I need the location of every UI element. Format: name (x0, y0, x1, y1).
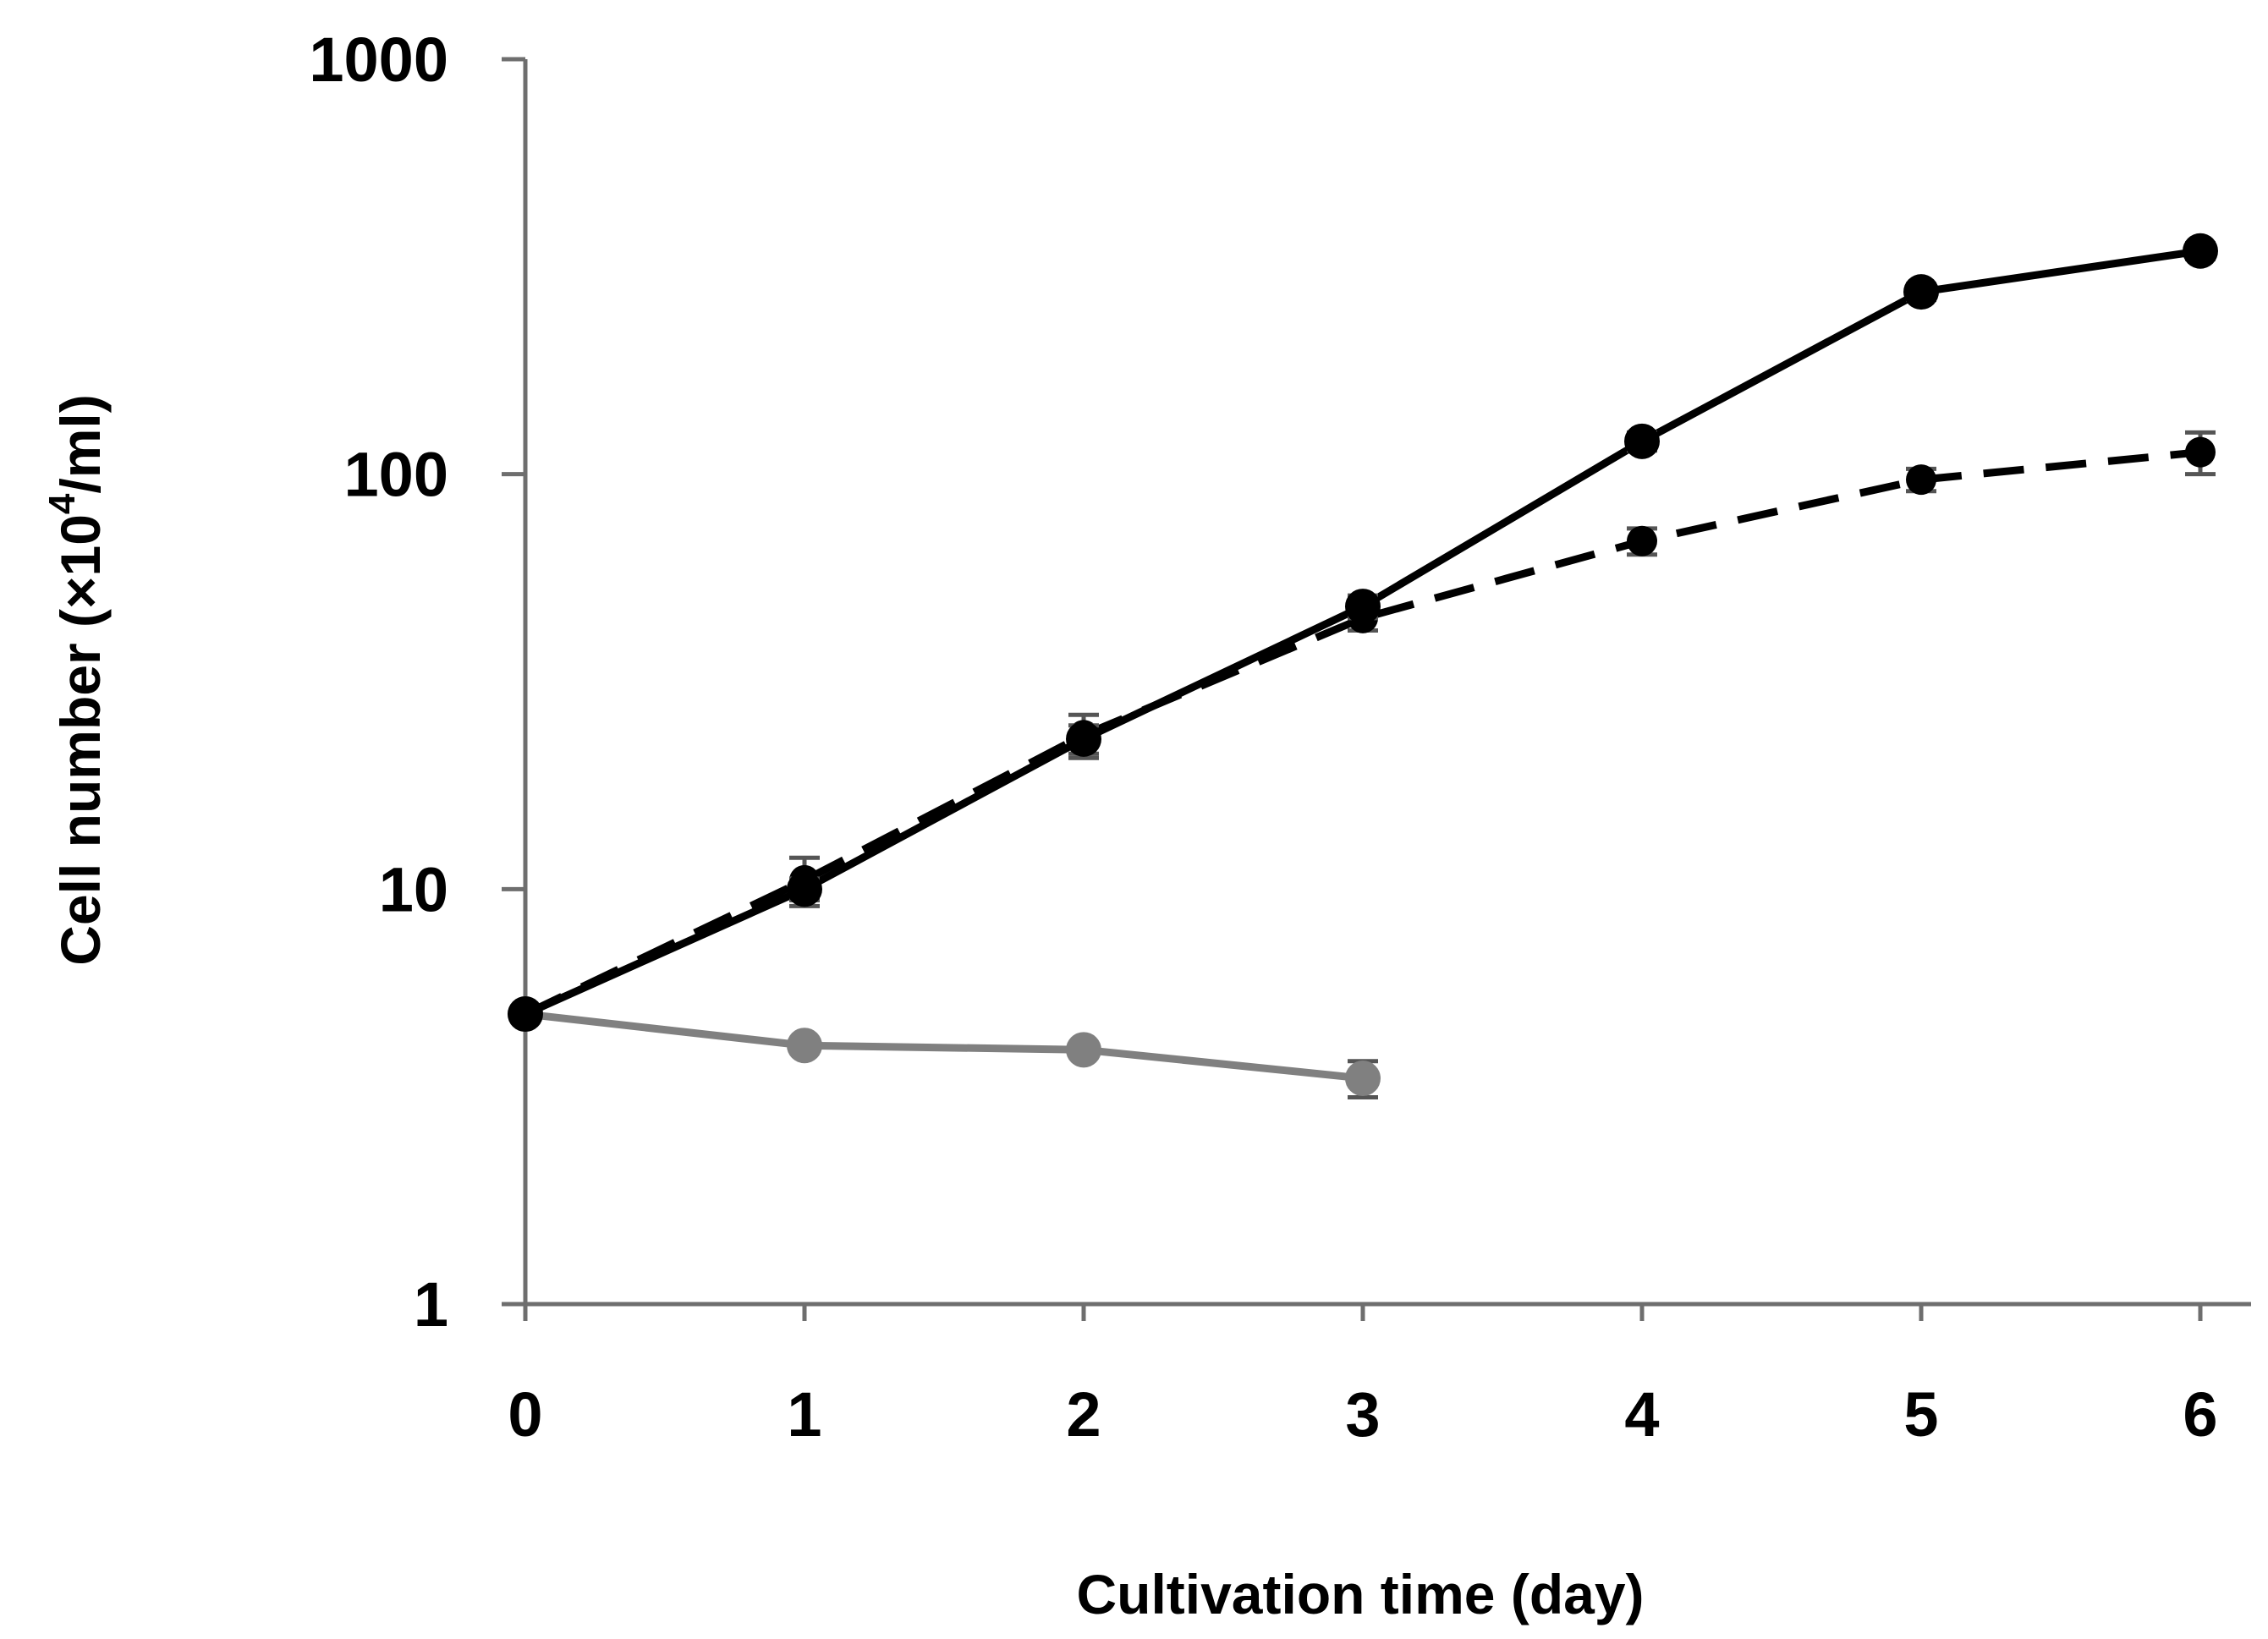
data-point (2185, 436, 2216, 468)
y-axis-title-main: Cell number (×10 (49, 514, 112, 966)
data-point (1345, 589, 1381, 625)
data-point (1066, 721, 1101, 757)
y-tick-label: 100 (344, 440, 448, 510)
data-point (2183, 233, 2218, 269)
series-layer (508, 233, 2218, 1099)
x-tick-label: 3 (1345, 1379, 1380, 1450)
data-point (1345, 1061, 1381, 1097)
data-point (1624, 423, 1660, 459)
data-point (1066, 1032, 1101, 1068)
x-tick-label: 0 (508, 1379, 542, 1450)
series-dashed-black (510, 430, 2216, 1030)
x-tick-label: 5 (1903, 1379, 1938, 1450)
data-point (787, 1028, 822, 1064)
y-axis-title-sup: 4 (41, 493, 83, 514)
data-point (1903, 274, 1939, 310)
data-point (787, 871, 822, 907)
data-point (508, 996, 543, 1033)
y-tick-label: 1 (414, 1269, 448, 1340)
series-solid-gray (508, 996, 1381, 1099)
x-tick-label: 2 (1066, 1379, 1101, 1450)
x-axis-title: Cultivation time (day) (1076, 1563, 1644, 1625)
series-solid-black (508, 233, 2218, 1033)
x-tick-label: 4 (1624, 1379, 1659, 1450)
series-line (524, 1010, 1364, 1083)
data-point (1906, 464, 1936, 496)
x-tick-label: 1 (787, 1379, 821, 1450)
x-tick-label: 6 (2183, 1379, 2217, 1450)
y-axis-title: Cell number (×104/ml) (41, 394, 112, 966)
series-line (524, 448, 2201, 1018)
data-point (1627, 525, 1657, 556)
y-axis-title-tail: /ml) (49, 394, 112, 493)
y-tick-label: 10 (379, 854, 448, 924)
y-tick-label: 1000 (309, 25, 448, 95)
